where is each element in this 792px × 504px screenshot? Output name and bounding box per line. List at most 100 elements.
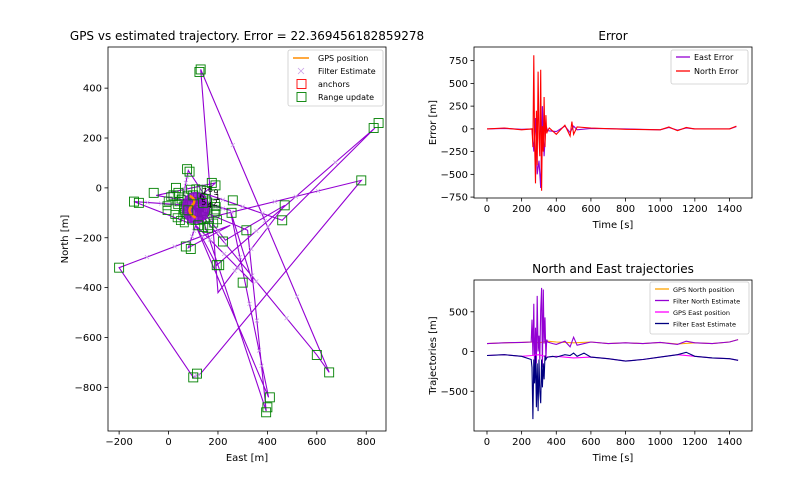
filter-estimate-marker [207,237,213,242]
chart-title: Error [598,29,627,43]
filter-estimate-marker [284,315,289,321]
range-update-marker [183,205,194,216]
chart-title: GPS vs estimated trajectory. Error = 22.… [70,29,424,43]
range-update-marker [279,200,290,211]
y-tick-label: −500 [441,387,468,398]
range-update-marker [206,177,217,188]
plot-area [486,55,737,191]
range-update-marker [311,349,322,360]
legend-box [287,49,384,107]
anchor-label: 5 [201,198,206,207]
y-tick-label: 200 [83,134,102,145]
range-update-marker [179,218,189,228]
filter-estimate-marker [158,201,164,206]
filter-estimate-marker [254,279,259,284]
range-update-marker [210,198,220,208]
anchor-label: 2 [213,199,218,208]
legend-box [670,49,749,85]
axes-0: −200 0 200 400 600 800 −800 −600 −400 −200 0 200 400… [60,29,424,464]
filter-estimate-marker [220,197,226,202]
legend-label: North Error [694,67,739,76]
range-update-marker [213,215,222,225]
range-update-marker [173,200,183,210]
x-tick-label: 1000 [647,437,672,448]
filter-estimate-marker [240,204,245,209]
filter-estimate-marker [189,234,195,239]
x-axis-label: East [m] [226,453,268,464]
range-update-marker [262,402,273,413]
axes-2: 0 200 400 600 800 1000 1200 1400 −500 0 500 Time [s… [428,262,753,464]
filter-estimate-marker [315,188,321,194]
filter-estimate-marker [221,251,227,257]
x-tick-label: 400 [547,437,566,448]
x-axis-label: Time [s] [592,220,634,231]
legend-label: GPS position [318,54,368,63]
range-update-marker [277,215,288,226]
y-tick-label: 500 [449,307,468,318]
x-tick-label: 0 [484,437,490,448]
x-tick-label: 200 [208,437,227,448]
range-update-marker [182,164,193,175]
range-update-marker [163,196,173,206]
y-tick-label: −800 [75,383,102,394]
range-update-marker [368,123,379,133]
range-update-marker [184,166,195,177]
plot-frame [473,46,753,199]
anchor-label: 6 [199,192,204,201]
filter-estimate-marker [254,318,260,323]
range-update-marker [217,236,228,247]
anchor-label: 4 [207,201,212,210]
filter-estimate-marker [232,268,237,274]
range-update-marker [162,206,172,215]
x-tick-label: 1400 [717,437,742,448]
legend-label: East Error [694,53,734,62]
y-tick-label: 0 [462,124,468,135]
range-update-marker [214,260,225,271]
range-update-marker [133,197,144,208]
filter-estimate-marker [236,266,241,271]
y-tick-label: 0 [462,347,468,358]
filter-estimate-marker [259,363,264,369]
filter-estimate-marker [200,233,205,239]
legend: GPS position Filter Estimate anchors Range … [287,49,384,107]
y-tick-label: −750 [441,193,468,204]
x-tick-label: 800 [616,204,635,215]
range-update-marker [148,187,159,198]
range-update-marker [356,175,367,186]
filter-estimate-marker [172,244,177,249]
range-update-marker [237,277,248,288]
filter-estimate-marker [250,273,255,278]
range-update-marker [195,64,206,75]
series-line [486,351,739,420]
range-update-marker [226,207,237,218]
range-update-marker [188,190,199,201]
range-update-marker [171,182,181,193]
x-tick-label: 600 [307,437,326,448]
plot-frame [107,46,387,432]
anchor-label: 9 [213,188,218,197]
y-tick-label: 750 [449,56,468,67]
x-tick-label: 200 [512,437,531,448]
plot-frame [473,279,753,432]
x-tick-label: 200 [512,204,531,215]
filter-estimate-marker [254,228,259,234]
y-axis-label: North [m] [60,215,71,264]
y-axis-label: Trajectories [m] [428,316,439,395]
x-tick-label: 600 [581,437,600,448]
filter-estimate-marker [293,194,299,199]
filter-estimate-marker [272,199,278,204]
filter-estimate-marker [213,204,218,209]
x-tick-label: 1200 [682,204,707,215]
legend-swatch-square [296,92,307,102]
filter-estimate-marker [230,142,236,148]
legend-label: Filter North Estimate [673,298,740,306]
range-update-marker [211,202,221,211]
range-update-marker [261,407,272,418]
range-update-marker [227,195,238,206]
filter-estimate-marker [260,211,265,216]
filter-estimate-marker [220,206,226,211]
filter-estimate-marker [256,348,262,353]
y-tick-label: −500 [441,170,468,181]
x-tick-label: 400 [258,437,277,448]
